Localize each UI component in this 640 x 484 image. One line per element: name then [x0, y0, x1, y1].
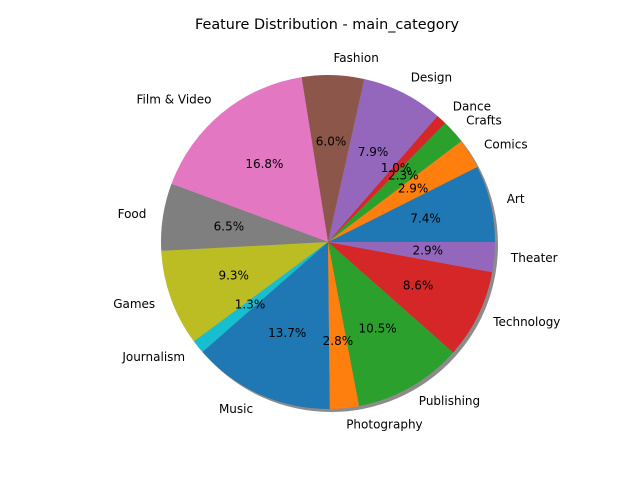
slice-pct-music: 13.7% — [268, 326, 306, 340]
pie-slice-publishing — [328, 242, 454, 407]
slice-pct-fashion: 6.0% — [316, 134, 347, 148]
chart-title: Feature Distribution - main_category — [195, 17, 459, 33]
pie-slice-photography — [328, 242, 360, 409]
slice-pct-technology: 8.6% — [403, 278, 434, 292]
slice-label-film-video: Film & Video — [137, 93, 212, 107]
pie-slice-theater — [328, 242, 496, 273]
pie-slice-technology — [328, 242, 493, 353]
pie-slice-fashion — [301, 74, 365, 242]
slice-pct-film-video: 16.8% — [245, 157, 283, 171]
slice-pct-games: 9.3% — [218, 269, 249, 283]
slice-label-fashion: Fashion — [334, 51, 379, 65]
pie-slice-art — [328, 167, 495, 242]
slice-pct-publishing: 10.5% — [359, 322, 397, 336]
slice-pct-crafts: 2.3% — [388, 168, 419, 182]
slice-percent-labels: 7.4%2.9%2.3%1.0%7.9%6.0%16.8%6.5%9.3%1.3… — [214, 134, 443, 348]
slice-label-food: Food — [118, 207, 147, 221]
slice-label-photography: Photography — [346, 417, 422, 431]
slice-pct-food: 6.5% — [214, 219, 245, 233]
pie-slice-comics — [328, 141, 478, 242]
pie-slice-journalism — [193, 242, 328, 353]
pie-slice-games — [161, 242, 328, 342]
slice-pct-theater: 2.9% — [413, 244, 444, 258]
slice-label-games: Games — [113, 297, 155, 311]
slice-pct-comics: 2.9% — [398, 182, 429, 196]
pie-slice-film-video — [171, 77, 328, 242]
slice-pct-art: 7.4% — [410, 211, 441, 225]
slice-label-music: Music — [219, 402, 253, 416]
pie-slice-design — [328, 78, 438, 242]
slice-pct-design: 7.9% — [358, 145, 389, 159]
slice-label-journalism: Journalism — [121, 350, 185, 364]
pie-slices — [161, 74, 496, 410]
pie-slice-dance — [328, 115, 446, 242]
slice-label-design: Design — [411, 71, 452, 85]
slice-label-technology: Technology — [492, 315, 560, 329]
pie-slice-food — [161, 183, 328, 251]
pie-slice-music — [202, 242, 330, 410]
slice-label-crafts: Crafts — [466, 113, 502, 127]
slice-pct-dance: 1.0% — [381, 161, 412, 175]
slice-pct-journalism: 1.3% — [235, 297, 266, 311]
slice-label-publishing: Publishing — [419, 394, 480, 408]
slice-label-comics: Comics — [484, 137, 528, 151]
slice-pct-photography: 2.8% — [323, 334, 354, 348]
slice-label-art: Art — [507, 192, 525, 206]
pie-slice-crafts — [328, 123, 462, 242]
slice-label-theater: Theater — [510, 251, 558, 265]
slice-label-dance: Dance — [453, 100, 491, 114]
